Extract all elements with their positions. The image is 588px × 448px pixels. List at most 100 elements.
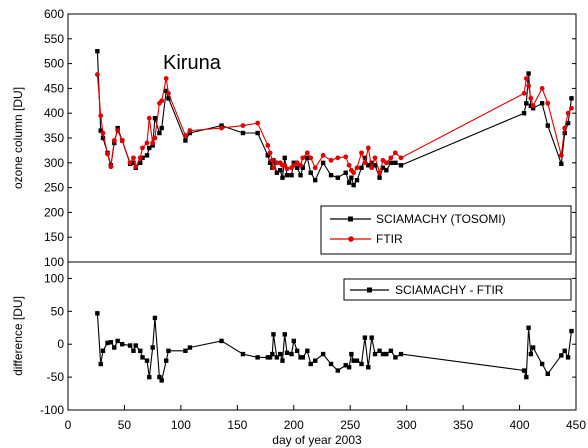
data-point-sciamachy-tosomi: [335, 175, 341, 180]
data-point-ftir: [562, 125, 568, 131]
data-point-sciamachy-ftir: [127, 343, 133, 348]
data-point-sciamachy-ftir: [559, 353, 564, 358]
data-point-sciamachy-tosomi: [284, 173, 290, 178]
data-point-sciamachy-ftir: [187, 345, 193, 350]
data-point-ftir: [308, 155, 314, 161]
data-point-ftir: [545, 100, 551, 106]
data-point-sciamachy-ftir: [133, 343, 138, 348]
data-point-sciamachy-ftir: [366, 365, 371, 370]
y-tick-label: 300: [44, 156, 64, 170]
data-point-sciamachy-tosomi: [164, 88, 169, 94]
data-point-sciamachy-ftir: [308, 361, 313, 367]
data-point-sciamachy-ftir: [108, 340, 114, 345]
data-point-sciamachy-tosomi: [366, 163, 371, 168]
data-point-sciamachy-tosomi: [100, 135, 106, 141]
data-point-sciamachy-tosomi: [305, 155, 310, 161]
data-point-ftir: [119, 138, 125, 143]
x-tick-label: 400: [510, 418, 530, 432]
data-point-sciamachy-ftir: [115, 338, 120, 344]
data-point-ftir: [166, 90, 171, 96]
data-point-sciamachy-ftir: [183, 348, 188, 353]
difference-y-ticks: -100 -50 0 50 100: [40, 271, 576, 417]
x-tick-label: 250: [340, 418, 360, 432]
data-point-sciamachy-ftir: [320, 351, 326, 357]
data-point-sciamachy-ftir: [150, 345, 155, 350]
data-point-sciamachy-tosomi: [380, 165, 386, 170]
x-tick-label: 300: [397, 418, 417, 432]
data-point-sciamachy-tosomi: [343, 170, 348, 175]
data-point-sciamachy-tosomi: [559, 161, 564, 166]
data-point-sciamachy-ftir: [159, 378, 164, 383]
data-point-ftir: [111, 138, 117, 143]
data-point-sciamachy-tosomi: [282, 155, 287, 161]
data-point-ftir: [528, 95, 534, 101]
data-point-sciamachy-tosomi: [166, 96, 171, 101]
y-tick-label: 600: [44, 7, 64, 21]
data-point-sciamachy-tosomi: [115, 125, 120, 131]
data-point-sciamachy-ftir: [393, 355, 398, 360]
data-point-ftir: [312, 165, 318, 171]
data-point-ftir: [127, 160, 133, 166]
data-point-sciamachy-tosomi: [131, 160, 136, 165]
data-point-sciamachy-tosomi: [398, 163, 404, 168]
data-point-sciamachy-tosomi: [320, 160, 326, 165]
data-point-sciamachy-ftir: [313, 358, 318, 363]
data-point-ftir: [140, 145, 145, 151]
data-point-ftir: [105, 151, 110, 157]
data-point-sciamachy-tosomi: [157, 130, 162, 136]
y-tick-label: 200: [44, 205, 64, 219]
data-point-sciamachy-tosomi: [384, 168, 389, 173]
data-point-sciamachy-tosomi: [144, 153, 150, 158]
data-point-ftir: [530, 103, 536, 109]
data-point-sciamachy-tosomi: [530, 106, 536, 111]
data-point-sciamachy-ftir: [565, 355, 571, 360]
data-point-sciamachy-ftir: [526, 325, 531, 330]
data-point-sciamachy-ftir: [138, 348, 143, 353]
data-point-sciamachy-tosomi: [362, 155, 368, 161]
data-point-sciamachy-tosomi: [150, 143, 155, 148]
data-point-sciamachy-tosomi: [313, 177, 318, 183]
data-point-ftir: [320, 152, 326, 158]
y-tick-label: 250: [44, 181, 64, 195]
data-point-sciamachy-ftir: [524, 374, 529, 380]
data-point-ftir: [298, 162, 303, 168]
data-point-sciamachy-ftir: [539, 361, 545, 367]
y-tick-label: 400: [44, 106, 64, 120]
data-point-ftir: [163, 76, 169, 81]
data-point-ftir: [137, 155, 143, 161]
data-point-sciamachy-tosomi: [289, 173, 294, 178]
data-point-sciamachy-ftir: [280, 358, 285, 363]
data-point-sciamachy-tosomi: [294, 165, 300, 170]
legend-label-ftir: FTIR: [376, 232, 403, 246]
data-point-ftir: [521, 90, 527, 96]
data-point-ftir: [219, 125, 224, 131]
data-point-sciamachy-ftir: [569, 328, 574, 334]
data-point-ftir: [115, 128, 121, 133]
data-point-sciamachy-tosomi: [377, 175, 382, 180]
data-point-sciamachy-ftir: [377, 348, 382, 353]
data-point-sciamachy-ftir: [147, 374, 152, 380]
data-point-ftir: [269, 157, 275, 163]
data-point-sciamachy-ftir: [384, 351, 389, 357]
data-point-sciamachy-ftir: [305, 348, 310, 353]
data-point-ftir: [335, 155, 341, 161]
data-point-ftir: [380, 157, 386, 163]
data-point-sciamachy-ftir: [271, 332, 276, 337]
data-point-sciamachy-tosomi: [159, 125, 164, 131]
data-point-sciamachy-tosomi: [240, 130, 246, 136]
data-point-sciamachy-ftir: [530, 345, 536, 350]
ozone-legend-box: [320, 205, 572, 255]
ozone-panel: 100 150 200 250 300 350 400 450 500 550 600 Kiruna…: [11, 7, 577, 269]
data-point-ftir: [558, 152, 564, 158]
data-point-sciamachy-ftir: [346, 365, 352, 370]
data-point-sciamachy-ftir: [359, 361, 364, 367]
data-point-ftir: [392, 150, 398, 156]
data-point-sciamachy-ftir: [131, 348, 136, 353]
x-axis-label: day of year 2003: [272, 433, 362, 447]
data-point-ftir: [108, 164, 114, 170]
data-point-sciamachy-tosomi: [95, 49, 100, 54]
data-point-ftir: [354, 165, 360, 171]
data-point-sciamachy-ftir: [152, 315, 158, 321]
data-point-ftir: [255, 120, 261, 126]
data-point-sciamachy-tosomi: [152, 115, 158, 121]
